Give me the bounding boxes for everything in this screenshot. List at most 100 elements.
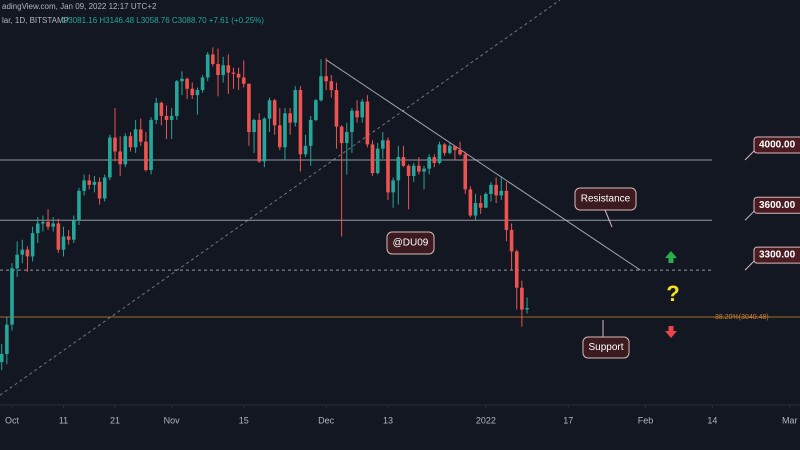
- candle-body: [272, 100, 277, 126]
- candle-body: [411, 165, 416, 176]
- candle-body: [97, 181, 102, 199]
- candle-body: [319, 76, 323, 101]
- resistance-pointer: [604, 209, 613, 228]
- candle-body: [66, 236, 71, 240]
- x-tick-label: 17: [563, 415, 573, 425]
- candle-body: [51, 223, 56, 227]
- watermark: @DU09: [393, 238, 429, 249]
- candle-body: [473, 203, 478, 216]
- candle-body: [0, 354, 4, 363]
- candle-body: [30, 233, 35, 257]
- candle-body: [360, 101, 365, 118]
- candle-body: [417, 165, 421, 172]
- candle-body: [113, 137, 117, 152]
- candle-body: [365, 101, 370, 145]
- candle-body: [262, 118, 267, 162]
- candle-body: [355, 110, 359, 118]
- candle-body: [46, 221, 50, 227]
- candle-body: [525, 307, 529, 310]
- candle-body: [221, 65, 225, 76]
- candle-body: [149, 119, 153, 171]
- x-tick-label: 11: [59, 415, 68, 425]
- candle-body: [231, 72, 236, 74]
- candle-body: [138, 129, 143, 142]
- candle-body: [77, 190, 81, 221]
- x-tick-label: 21: [110, 415, 120, 425]
- candle-body: [391, 180, 395, 193]
- level-pointer: [744, 210, 755, 221]
- header-ohlc: O3081.16 H3146.48 L3058.76 C3088.70 +7.6…: [62, 16, 264, 25]
- candle-body: [25, 249, 30, 257]
- candle-body: [41, 221, 45, 224]
- candle-body: [427, 157, 431, 169]
- resistance-label: Resistance: [581, 194, 631, 205]
- candle-body: [514, 251, 519, 288]
- question-mark: ?: [666, 281, 679, 306]
- candle-body: [87, 180, 92, 185]
- candle-body: [447, 145, 452, 153]
- candle-body: [108, 137, 112, 178]
- candle-body: [164, 115, 169, 120]
- x-tick-label: 2022: [476, 415, 496, 425]
- candle-body: [211, 54, 215, 65]
- candle-body: [257, 119, 262, 162]
- candle-body: [190, 88, 195, 96]
- candle-body: [267, 100, 272, 119]
- candle-body: [20, 249, 25, 255]
- candle-body: [252, 119, 256, 133]
- candle-body: [236, 73, 241, 78]
- candle-body: [278, 125, 282, 148]
- candle-body: [72, 220, 76, 240]
- candle-body: [437, 144, 442, 163]
- x-tick-label: Oct: [5, 415, 20, 425]
- candle-body: [216, 64, 220, 76]
- candle-body: [35, 223, 40, 234]
- candle-body: [386, 140, 390, 193]
- header-source: adingView.com, Jan 09, 2022 12:17 UTC+2: [2, 2, 157, 11]
- candle-body: [185, 78, 189, 89]
- candle-body: [175, 81, 179, 116]
- candle-body: [288, 113, 292, 123]
- candle-body: [350, 110, 354, 133]
- candle-body: [509, 229, 514, 252]
- candle-body: [344, 132, 349, 144]
- support-label: Support: [588, 342, 623, 353]
- candle-body: [61, 236, 66, 250]
- support-box: [582, 336, 630, 359]
- trendline: [325, 59, 641, 271]
- fib-label: 38.20%(3040.48): [715, 314, 769, 321]
- candle-body: [458, 150, 462, 155]
- candle-body: [123, 136, 128, 165]
- candle-body: [154, 102, 159, 120]
- header-symbol: lar, 1D, BITSTAMP: [2, 16, 69, 25]
- candle-body: [314, 100, 318, 120]
- candle-body: [10, 268, 14, 325]
- level-pointer: [744, 260, 755, 271]
- candle-body: [499, 190, 504, 196]
- candle-body: [118, 151, 122, 165]
- level-box: [753, 136, 800, 154]
- level-box: [753, 196, 800, 214]
- candle-body: [15, 254, 19, 269]
- candle-body: [484, 193, 488, 208]
- x-tick-label: 14: [707, 415, 717, 425]
- candle-body: [401, 157, 406, 166]
- level-label: 4000.00: [759, 140, 796, 151]
- candle-body: [422, 168, 426, 172]
- candle-body: [494, 184, 498, 196]
- level-pointer: [744, 150, 755, 161]
- candle-body: [82, 180, 86, 191]
- x-tick-label: Dec: [318, 415, 335, 425]
- candle-body: [329, 81, 334, 91]
- candle-body: [241, 77, 246, 84]
- candle-body: [406, 165, 411, 176]
- candle-body: [133, 129, 138, 148]
- candle-body: [159, 102, 164, 116]
- candle-body: [247, 83, 251, 133]
- candle-body: [92, 181, 97, 185]
- candle-body: [298, 90, 303, 155]
- candle-body: [453, 145, 457, 151]
- x-tick-label: 13: [383, 415, 393, 425]
- candle-body: [283, 113, 287, 148]
